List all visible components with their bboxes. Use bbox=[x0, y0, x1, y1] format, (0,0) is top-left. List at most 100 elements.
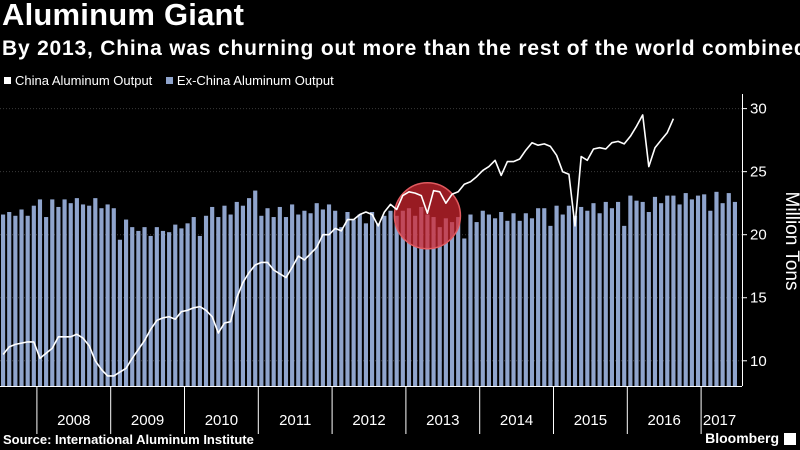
bar-ex-china-9 bbox=[56, 206, 61, 386]
bar-ex-china-5 bbox=[31, 205, 36, 386]
bar-ex-china-38 bbox=[234, 201, 239, 386]
bar-ex-china-77 bbox=[474, 222, 479, 386]
ex-china-bars bbox=[1, 190, 737, 386]
bar-ex-china-30 bbox=[185, 223, 190, 386]
bar-ex-china-20 bbox=[124, 219, 129, 386]
bar-ex-china-82 bbox=[505, 220, 510, 386]
bar-ex-china-42 bbox=[259, 215, 264, 386]
bar-ex-china-117 bbox=[720, 203, 725, 386]
bar-ex-china-11 bbox=[68, 203, 73, 386]
bar-ex-china-83 bbox=[511, 213, 516, 386]
bar-ex-china-81 bbox=[499, 212, 504, 386]
bar-ex-china-43 bbox=[265, 208, 270, 386]
bar-ex-china-33 bbox=[203, 215, 209, 386]
bar-ex-china-39 bbox=[240, 205, 245, 386]
x-tick-label-2010: 2010 bbox=[205, 412, 238, 429]
bar-ex-china-12 bbox=[74, 198, 79, 386]
bar-ex-china-37 bbox=[228, 214, 233, 386]
bar-ex-china-25 bbox=[154, 227, 159, 386]
bar-ex-china-109 bbox=[671, 195, 676, 386]
x-tick-label-2012: 2012 bbox=[352, 412, 385, 429]
bar-ex-china-23 bbox=[142, 227, 147, 386]
x-tick-label-2008: 2008 bbox=[57, 412, 90, 429]
bar-ex-china-52 bbox=[320, 209, 325, 386]
y-tick-label-10: 10 bbox=[750, 353, 767, 370]
bar-ex-china-84 bbox=[517, 220, 522, 386]
bar-ex-china-90 bbox=[554, 205, 559, 386]
bar-ex-china-47 bbox=[290, 204, 295, 386]
bar-ex-china-74 bbox=[456, 217, 461, 386]
china-line-layer bbox=[2, 114, 675, 377]
bar-ex-china-15 bbox=[93, 198, 98, 386]
x-tick-label-2013: 2013 bbox=[426, 412, 459, 429]
bar-ex-china-1 bbox=[7, 212, 12, 386]
x-tick-label-2016: 2016 bbox=[648, 412, 681, 429]
bar-ex-china-55 bbox=[339, 227, 344, 386]
bar-ex-china-68 bbox=[419, 206, 424, 386]
bar-ex-china-95 bbox=[585, 210, 590, 386]
bar-ex-china-36 bbox=[222, 205, 227, 386]
bar-ex-china-21 bbox=[130, 227, 135, 386]
bar-ex-china-87 bbox=[536, 208, 541, 386]
bar-ex-china-24 bbox=[148, 235, 153, 386]
bar-ex-china-93 bbox=[572, 215, 578, 386]
bar-ex-china-49 bbox=[302, 210, 307, 386]
y-tick-label-20: 20 bbox=[750, 227, 767, 244]
bar-ex-china-99 bbox=[609, 208, 614, 386]
bar-ex-china-97 bbox=[597, 213, 602, 386]
bar-ex-china-54 bbox=[333, 210, 338, 386]
axes: 10 15 20 25 30 Million Tons 2008 2009 2010 2011 20… bbox=[0, 94, 800, 434]
bar-ex-china-112 bbox=[689, 199, 694, 386]
legend-label-china: China Aluminum Output bbox=[15, 73, 153, 88]
bar-ex-china-27 bbox=[167, 232, 172, 386]
bar-ex-china-4 bbox=[25, 215, 30, 386]
bar-ex-china-32 bbox=[197, 235, 202, 386]
bar-ex-china-34 bbox=[210, 206, 215, 386]
bar-ex-china-19 bbox=[117, 239, 122, 386]
bar-ex-china-46 bbox=[283, 217, 289, 386]
bar-ex-china-105 bbox=[646, 212, 651, 386]
bar-ex-china-56 bbox=[345, 212, 350, 386]
bar-ex-china-91 bbox=[560, 214, 565, 386]
bar-ex-china-2 bbox=[13, 215, 18, 386]
x-tick-label-2015: 2015 bbox=[574, 412, 607, 429]
bar-ex-china-100 bbox=[616, 201, 621, 386]
x-tick-label-2017: 2017 bbox=[703, 412, 736, 429]
bar-ex-china-40 bbox=[247, 198, 252, 386]
x-tick-label-2009: 2009 bbox=[131, 412, 164, 429]
bar-ex-china-79 bbox=[486, 214, 491, 386]
bar-ex-china-53 bbox=[326, 204, 332, 386]
bar-ex-china-102 bbox=[628, 195, 633, 386]
bar-ex-china-17 bbox=[105, 204, 110, 386]
bar-ex-china-119 bbox=[732, 201, 737, 386]
bar-ex-china-88 bbox=[542, 208, 547, 386]
highlight-circle bbox=[393, 182, 462, 250]
y-tick-label-15: 15 bbox=[750, 290, 767, 307]
bar-ex-china-107 bbox=[659, 203, 664, 386]
bar-ex-china-66 bbox=[406, 208, 412, 386]
bar-ex-china-31 bbox=[191, 217, 196, 386]
bar-ex-china-50 bbox=[308, 213, 313, 386]
x-tick-label-2014: 2014 bbox=[500, 412, 533, 429]
bar-ex-china-80 bbox=[493, 218, 498, 386]
bar-ex-china-29 bbox=[179, 228, 184, 386]
bar-ex-china-86 bbox=[529, 218, 535, 386]
bar-ex-china-45 bbox=[277, 206, 282, 386]
bar-ex-china-48 bbox=[296, 214, 301, 386]
bar-ex-china-67 bbox=[413, 215, 418, 386]
bar-ex-china-14 bbox=[87, 205, 92, 386]
bar-ex-china-115 bbox=[708, 210, 713, 386]
legend-item-china: China Aluminum Output bbox=[4, 73, 152, 88]
bar-ex-china-116 bbox=[714, 191, 719, 386]
bar-ex-china-110 bbox=[677, 204, 682, 386]
highlight-marker-layer bbox=[393, 182, 462, 250]
y-axis-title: Million Tons bbox=[781, 192, 800, 291]
bar-ex-china-108 bbox=[665, 195, 670, 386]
bar-ex-china-64 bbox=[394, 215, 399, 386]
bar-ex-china-16 bbox=[99, 208, 104, 386]
bar-ex-china-22 bbox=[136, 230, 141, 386]
bar-ex-china-75 bbox=[462, 238, 467, 386]
bar-ex-china-6 bbox=[37, 199, 43, 386]
bar-ex-china-26 bbox=[160, 230, 166, 386]
